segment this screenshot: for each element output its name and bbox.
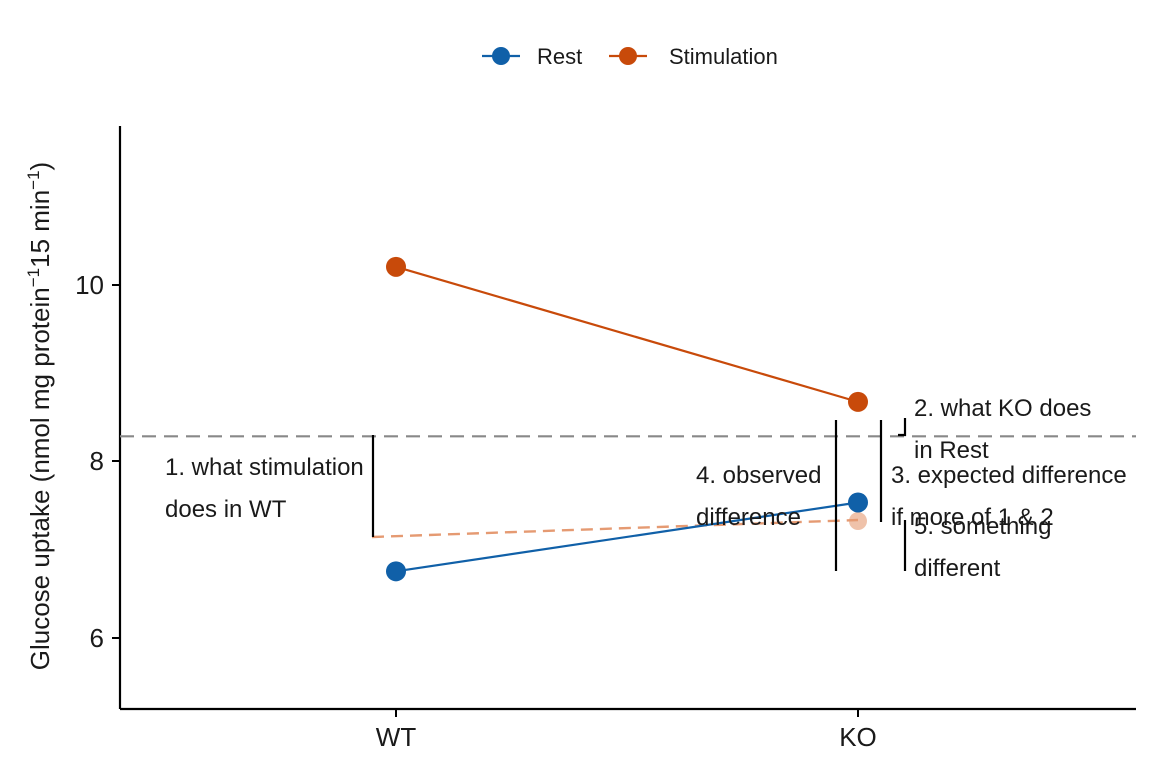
expected-line [371, 518, 859, 539]
y-ticks: 6 8 10 [75, 270, 120, 653]
y-tick-label-10: 10 [75, 270, 104, 300]
bracket-2 [898, 418, 907, 437]
y-axis-title: Glucose uptake (nmol mg protein−115 min−… [24, 162, 55, 670]
x-tick-label-wt: WT [376, 722, 417, 752]
point-rest-wt [386, 561, 406, 582]
x-tick-label-ko: KO [839, 722, 877, 752]
legend-item-rest: Rest [482, 44, 582, 69]
annotation-4-line-1: 4. observed [696, 462, 821, 489]
y-tick-label-6: 6 [90, 623, 104, 653]
series-line-stimulation [395, 265, 859, 403]
annotation-1-line-2: does in WT [165, 496, 287, 523]
annotation-3-line-1: 3. expected difference [891, 462, 1127, 489]
annotation-2-line-1: 2. what KO does [914, 395, 1091, 422]
y-axis-title-prefix: Glucose uptake (nmol mg protein [25, 287, 55, 670]
y-tick-label-8: 8 [90, 446, 104, 476]
legend-label-rest: Rest [537, 44, 582, 69]
annotations: 1. what stimulation does in WT 2. what K… [165, 395, 1127, 582]
annotation-3-line-2: if more of 1 & 2 [891, 504, 1054, 531]
point-rest-ko [848, 492, 868, 513]
expected-point-ko [849, 512, 867, 531]
annotation-5-line-2: different [914, 555, 1001, 582]
annotation-5-line-1: 5. something [914, 513, 1051, 540]
y-axis-title-mid: 15 min [25, 190, 55, 268]
y-axis-title-sup2: −1 [24, 170, 43, 189]
series-line-rest [395, 501, 859, 573]
annotation-brackets [371, 418, 907, 571]
legend-item-stimulation: Stimulation [609, 44, 778, 69]
annotation-4-line-2: difference [696, 504, 801, 531]
annotation-2-line-2: in Rest [914, 437, 989, 464]
legend-label-stimulation: Stimulation [669, 44, 778, 69]
point-stimulation-ko [848, 391, 868, 412]
legend-marker-stimulation [619, 47, 637, 65]
legend-marker-rest [492, 47, 510, 65]
x-ticks: WT KO [376, 709, 877, 752]
legend: Rest Stimulation [482, 44, 778, 69]
point-stimulation-wt [386, 256, 406, 277]
y-axis-title-sup1: −1 [24, 268, 43, 287]
y-axis-title-suffix: ) [25, 162, 55, 171]
annotation-1-line-1: 1. what stimulation [165, 454, 364, 481]
